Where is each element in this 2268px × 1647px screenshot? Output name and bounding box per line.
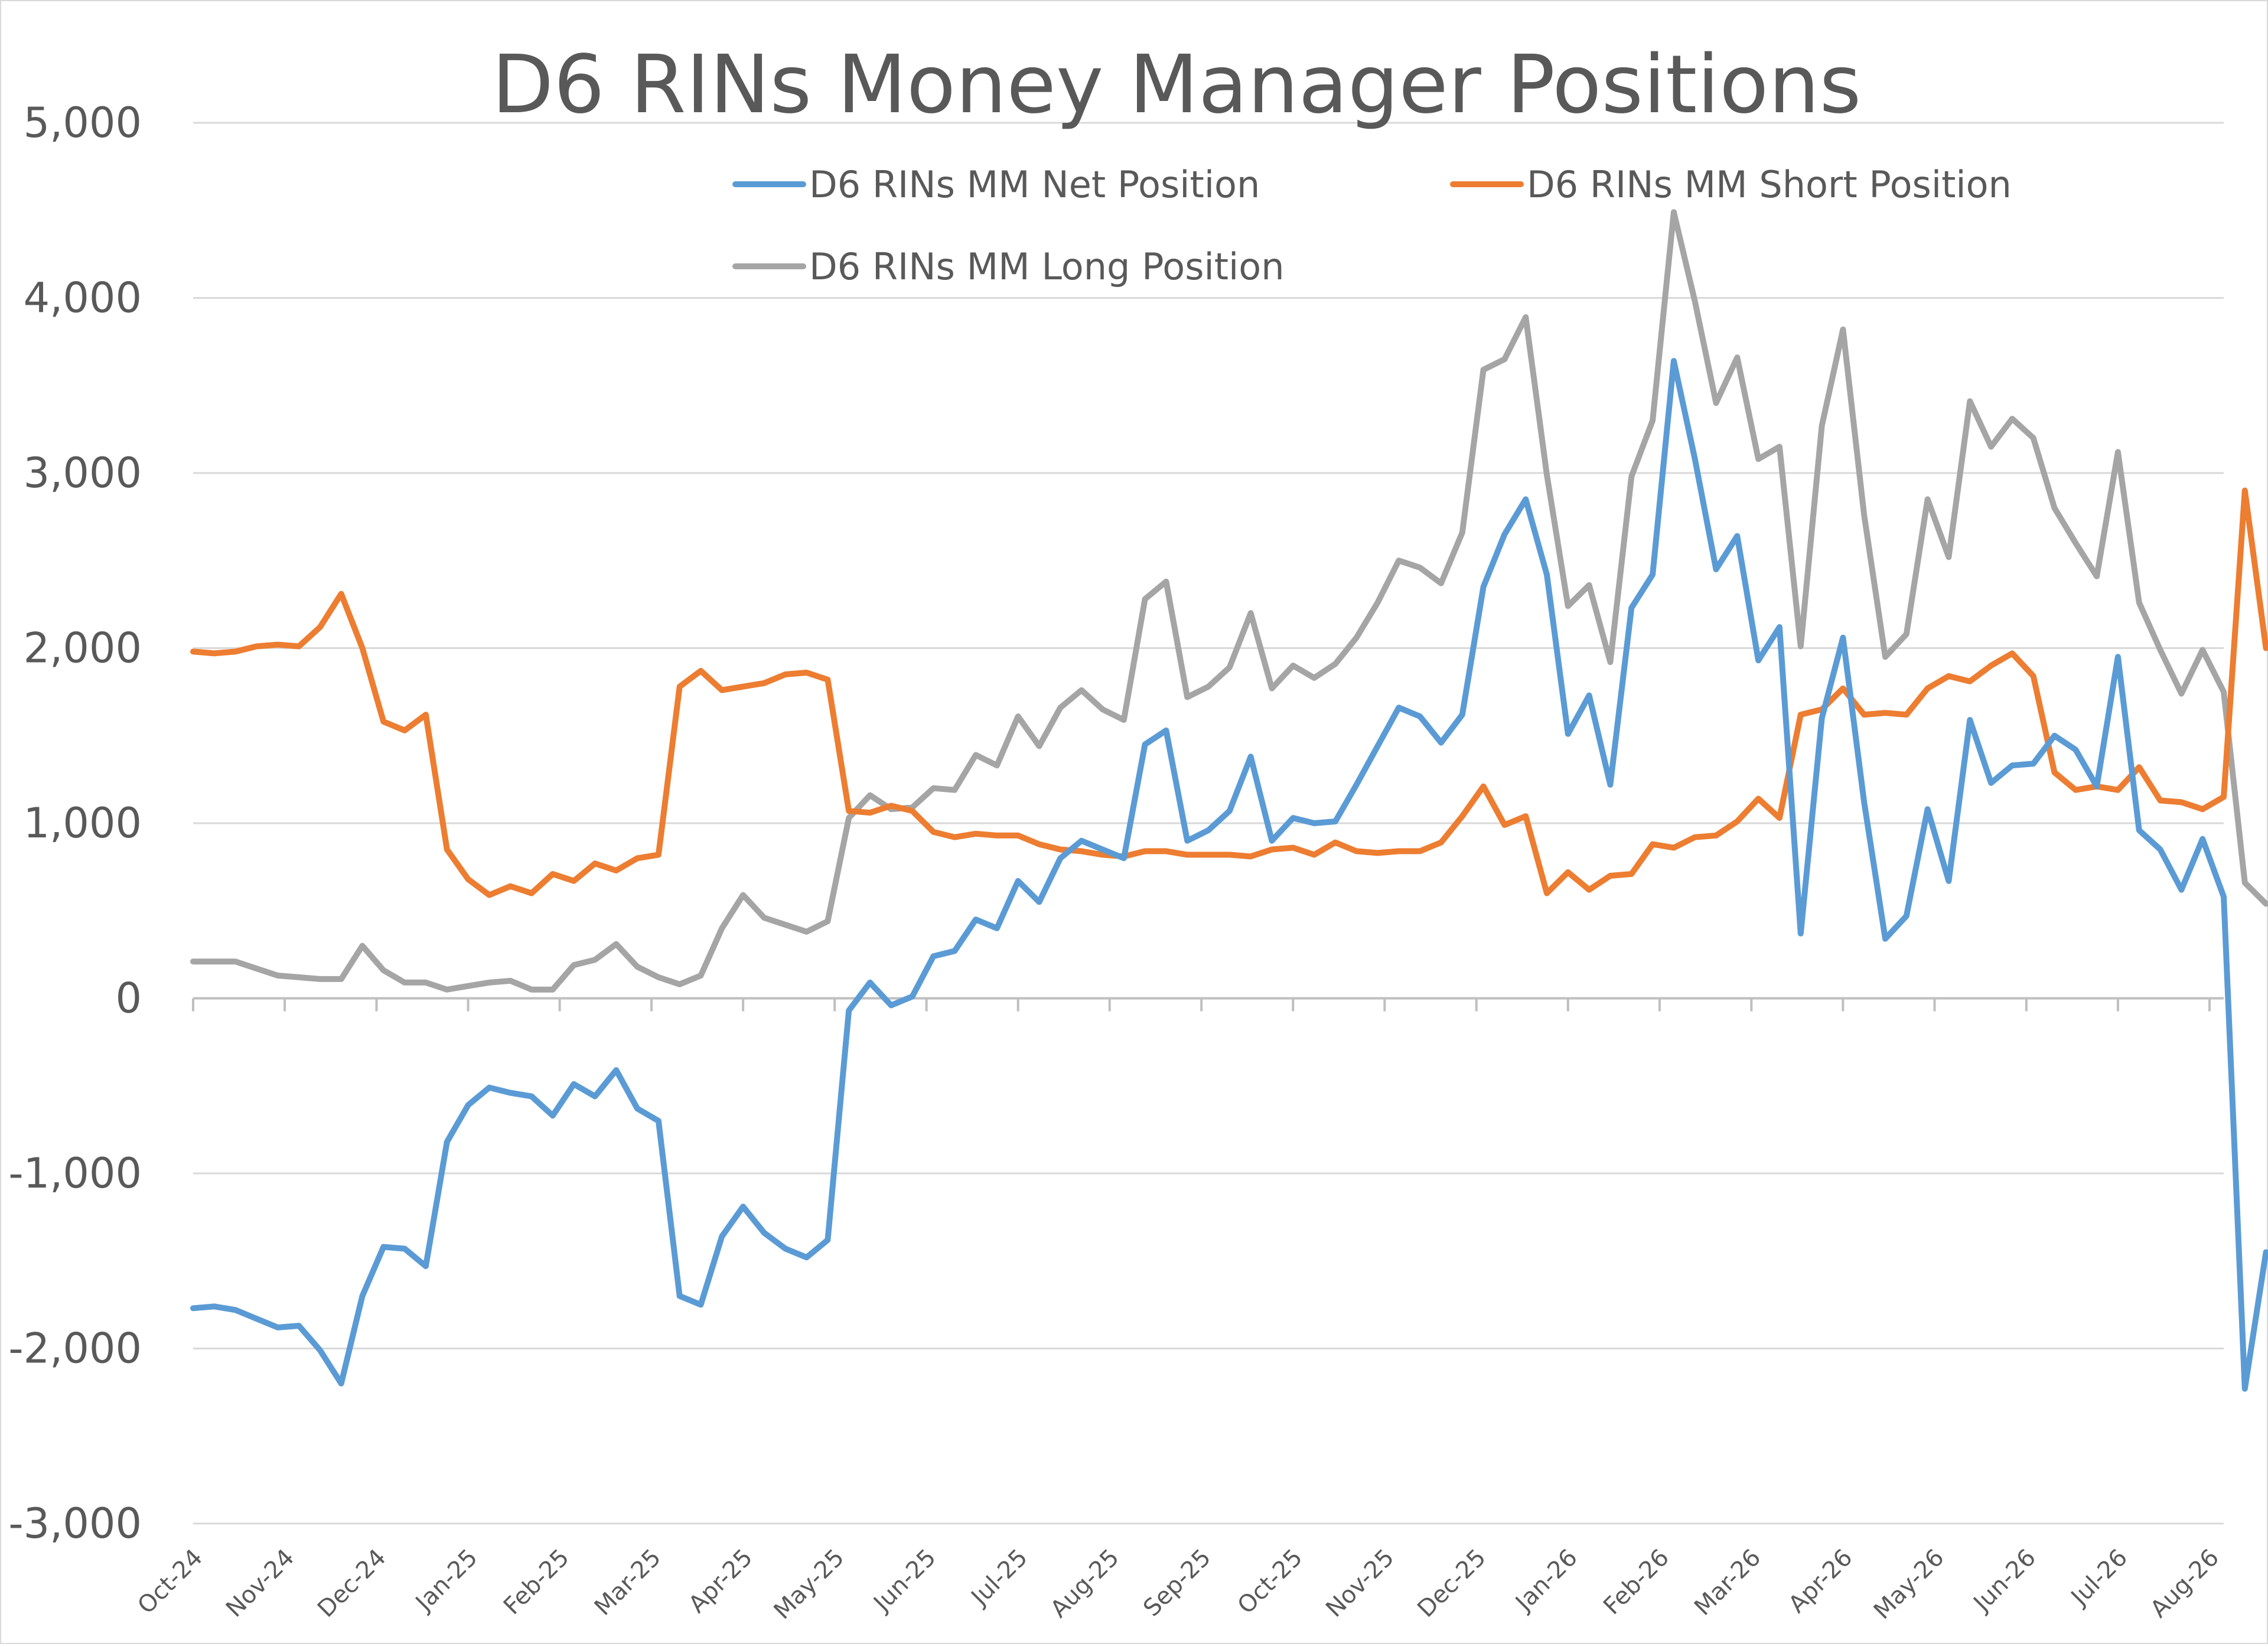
legend-label: D6 RINs MM Short Position xyxy=(1527,163,2012,206)
y-tick-label: 3,000 xyxy=(24,449,142,497)
y-tick-label: 5,000 xyxy=(24,99,142,147)
y-tick-label: 2,000 xyxy=(24,624,142,673)
y-axis-tick-labels: 5,000 4,000 3,000 2,000 1,000 0 -1,000 -2,000 -3… xyxy=(8,99,142,1548)
series-line xyxy=(190,358,2268,1392)
legend-label: D6 RINs MM Long Position xyxy=(809,245,1285,288)
y-tick-label: -1,000 xyxy=(8,1149,142,1198)
y-tick-label: -2,000 xyxy=(8,1325,142,1373)
legend: D6 RINs MM Net Position D6 RINs MM Short … xyxy=(732,163,2012,288)
chart-title: D6 RINs Money Manager Positions xyxy=(492,38,1862,132)
series-lines xyxy=(190,209,2268,1392)
y-tick-label: -3,000 xyxy=(8,1499,142,1548)
axes xyxy=(192,997,2224,1525)
legend-label: D6 RINs MM Net Position xyxy=(809,163,1260,206)
y-tick-label: 0 xyxy=(115,974,142,1023)
y-tick-label: 4,000 xyxy=(24,274,142,322)
series-line xyxy=(190,487,2268,898)
y-tick-label: 1,000 xyxy=(24,799,142,847)
series-line xyxy=(190,209,2268,993)
